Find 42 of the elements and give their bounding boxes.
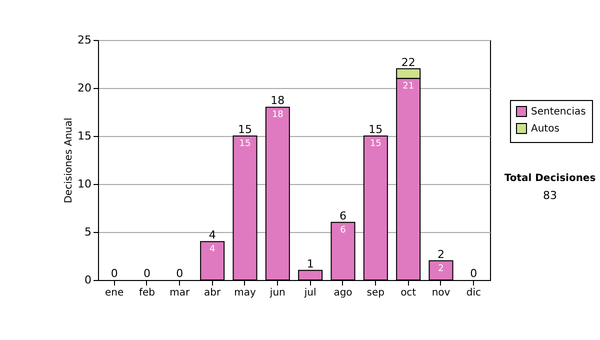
x-tick-label: ene bbox=[105, 288, 124, 298]
total-label: 6 bbox=[340, 209, 346, 222]
x-tick-label: nov bbox=[432, 288, 450, 298]
total-label: 1 bbox=[306, 257, 314, 270]
total-label: 0 bbox=[176, 267, 184, 280]
total-label: 22 bbox=[401, 56, 416, 69]
x-tick-label: abr bbox=[204, 288, 222, 298]
y-tick-label: 15 bbox=[78, 130, 92, 142]
x-tick-label: sep bbox=[366, 288, 385, 298]
y-axis-title: Decisiones Anual bbox=[64, 118, 75, 204]
x-tick-label: jul bbox=[303, 288, 316, 298]
data-label: 21 bbox=[402, 81, 414, 92]
total-label: 0 bbox=[470, 267, 478, 280]
x-tick-label: ago bbox=[334, 288, 352, 298]
legend-label: Autos bbox=[531, 124, 560, 134]
y-tick-label: 0 bbox=[84, 274, 92, 286]
total-label: 0 bbox=[110, 267, 118, 280]
x-tick-label: may bbox=[234, 288, 256, 298]
total-label: 15 bbox=[368, 123, 383, 136]
total-label: 4 bbox=[208, 228, 216, 242]
total-label: 0 bbox=[144, 267, 150, 280]
total-label: 15 bbox=[238, 123, 252, 136]
x-tick-label: mar bbox=[170, 288, 191, 298]
x-tick-label: jun bbox=[268, 288, 286, 298]
x-tick-label: feb bbox=[138, 288, 156, 298]
x-tick-label: oct bbox=[400, 288, 416, 298]
text: 83 bbox=[543, 189, 557, 202]
y-tick-label: 25 bbox=[78, 34, 92, 46]
total-label: 18 bbox=[270, 94, 285, 108]
y-tick-label: 10 bbox=[78, 178, 92, 190]
data-label: 4 bbox=[209, 244, 216, 255]
y-tick-label: 20 bbox=[78, 82, 92, 94]
data-label: 6 bbox=[340, 225, 346, 236]
legend-label: Sentencias bbox=[531, 106, 586, 118]
x-tick-label: dic bbox=[466, 288, 481, 298]
data-label: 2 bbox=[438, 264, 444, 274]
data-label: 15 bbox=[370, 139, 382, 149]
data-label: 18 bbox=[272, 110, 284, 120]
text: Total Decisiones bbox=[504, 173, 596, 184]
data-label: 15 bbox=[239, 139, 251, 149]
total-label: 2 bbox=[438, 248, 444, 261]
y-tick-label: 5 bbox=[84, 226, 92, 238]
